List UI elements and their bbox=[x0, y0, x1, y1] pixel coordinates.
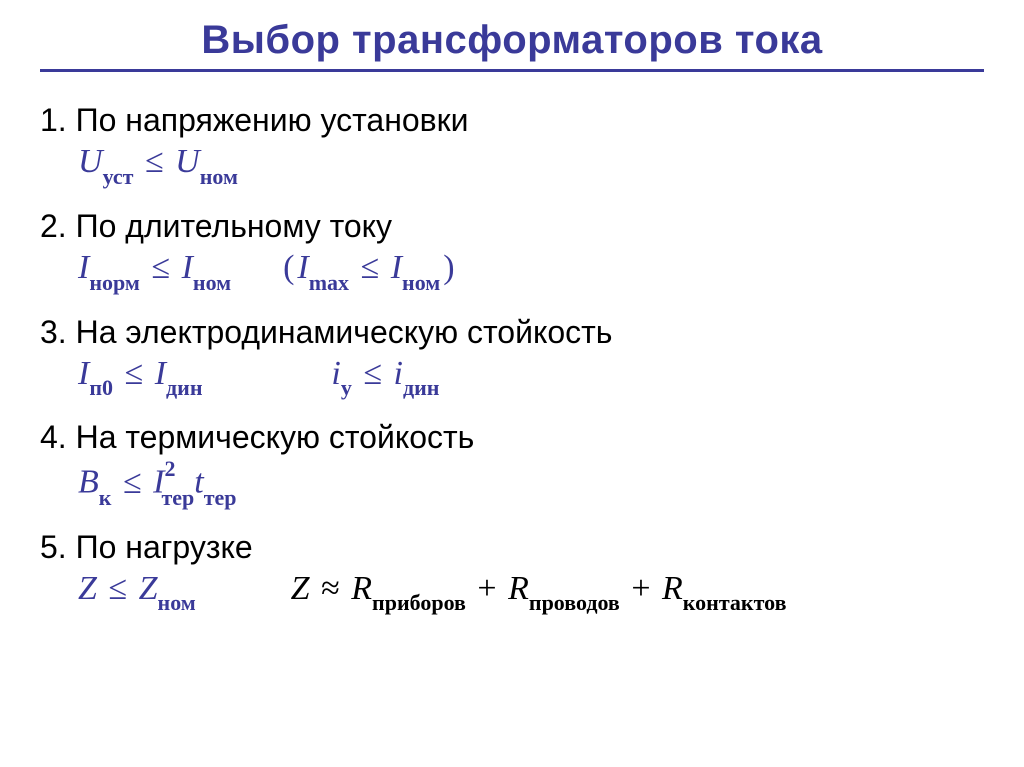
criterion-2-formula-a: Iнорм ≤ Iном bbox=[78, 249, 231, 292]
criterion-2-formula-row: Iнорм ≤ Iном (Imax ≤ Iном) bbox=[78, 249, 984, 292]
criterion-4-text: 4. На термическую стойкость bbox=[40, 419, 984, 456]
criterion-4-formula: Bк ≤ I2терtтер bbox=[78, 460, 237, 506]
criterion-1-text: 1. По напряжению установки bbox=[40, 102, 984, 139]
criterion-2-text: 2. По длительному току bbox=[40, 208, 984, 245]
criterion-3-label: На электродинамическую стойкость bbox=[76, 314, 613, 350]
criterion-5-formula-row: Z ≤ Zном Z ≈ Rприборов + Rпроводов + Rко… bbox=[78, 570, 984, 613]
criterion-3-num: 3. bbox=[40, 314, 67, 350]
criterion-5-formula-b: Z ≈ Rприборов + Rпроводов + Rконтактов bbox=[291, 570, 787, 613]
criterion-3-formula-row: Iп0 ≤ Iдин iу ≤ iдин bbox=[78, 355, 984, 398]
criterion-1-num: 1. bbox=[40, 102, 67, 138]
criterion-5-num: 5. bbox=[40, 529, 67, 565]
slide-title: Выбор трансформаторов тока bbox=[40, 18, 984, 63]
criterion-2-formula-b: (Imax ≤ Iном) bbox=[280, 249, 458, 292]
criterion-5-label: По нагрузке bbox=[76, 529, 253, 565]
criterion-3-formula-a: Iп0 ≤ Iдин bbox=[78, 355, 203, 398]
criterion-5-formula-a: Z ≤ Zном bbox=[78, 570, 196, 613]
criterion-3: 3. На электродинамическую стойкость Iп0 … bbox=[40, 314, 984, 398]
title-rule bbox=[40, 69, 984, 72]
criterion-4-num: 4. bbox=[40, 419, 67, 455]
criterion-2: 2. По длительному току Iнорм ≤ Iном (Ima… bbox=[40, 208, 984, 292]
criterion-1-label: По напряжению установки bbox=[76, 102, 469, 138]
criterion-1-formula: Uуст ≤ Uном bbox=[78, 143, 238, 186]
criterion-3-formula-b: iу ≤ iдин bbox=[331, 355, 439, 398]
slide: Выбор трансформаторов тока 1. По напряже… bbox=[0, 0, 1024, 767]
criterion-2-label: По длительному току bbox=[76, 208, 392, 244]
criterion-5-text: 5. По нагрузке bbox=[40, 529, 984, 566]
criterion-4-formula-row: Bк ≤ I2терtтер bbox=[78, 460, 984, 506]
criterion-5: 5. По нагрузке Z ≤ Zном Z ≈ Rприборов + … bbox=[40, 529, 984, 613]
criterion-1-formula-row: Uуст ≤ Uном bbox=[78, 143, 984, 186]
criterion-4: 4. На термическую стойкость Bк ≤ I2терtт… bbox=[40, 419, 984, 506]
criterion-3-text: 3. На электродинамическую стойкость bbox=[40, 314, 984, 351]
criterion-4-label: На термическую стойкость bbox=[76, 419, 475, 455]
criterion-1: 1. По напряжению установки Uуст ≤ Uном bbox=[40, 102, 984, 186]
criterion-2-num: 2. bbox=[40, 208, 67, 244]
